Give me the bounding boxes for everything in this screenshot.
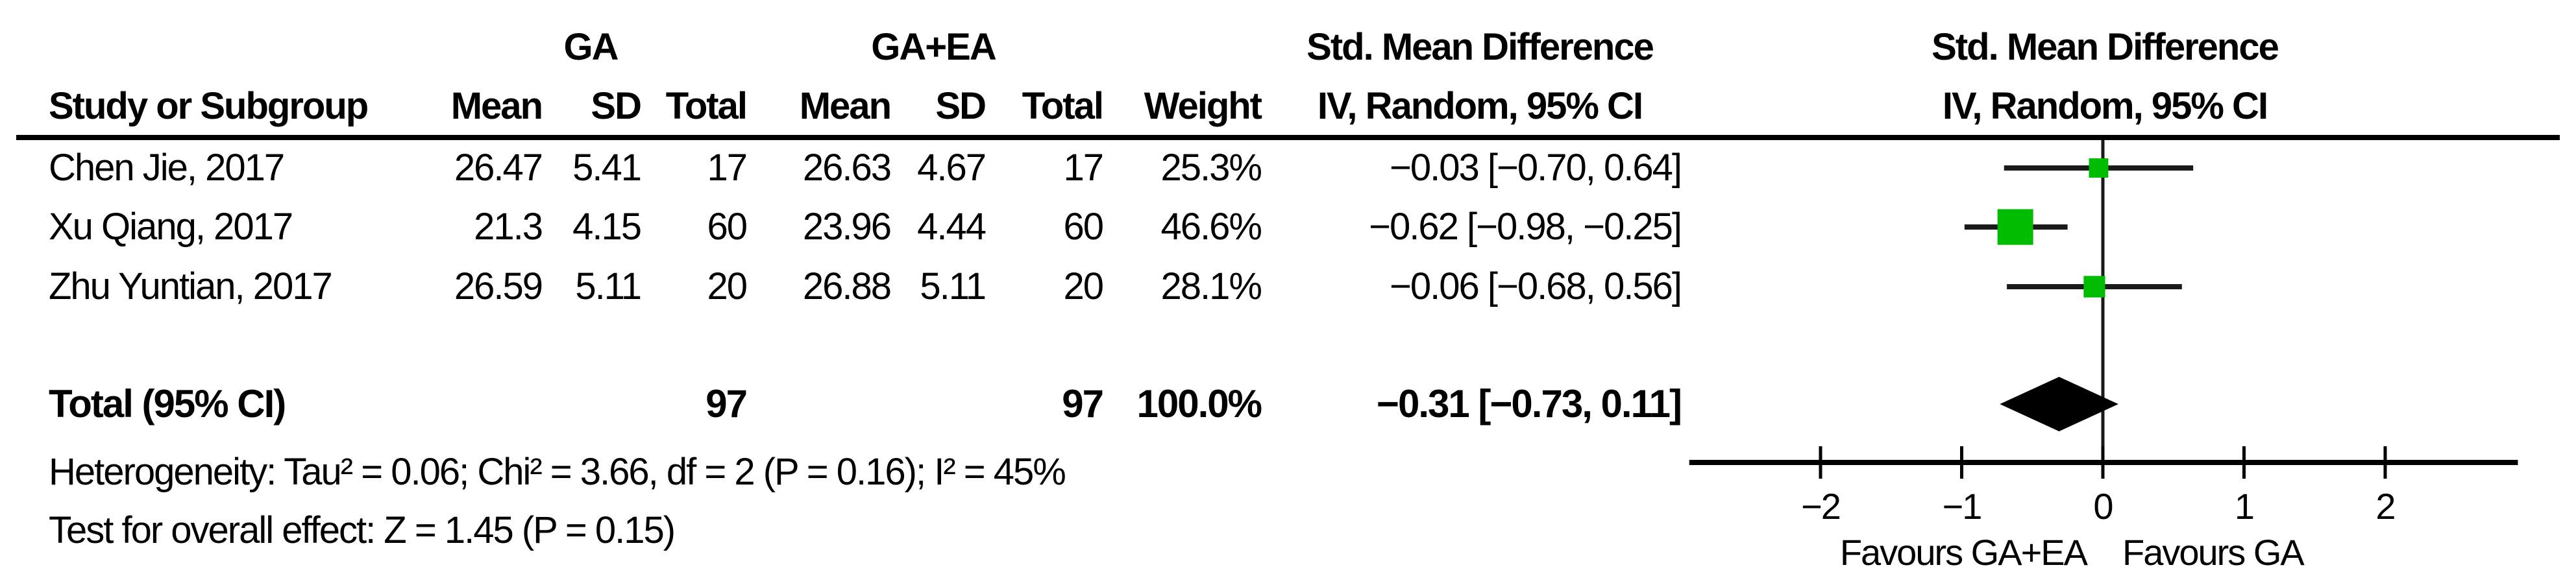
- col-header-iv-stat: IV, Random, 95% CI: [1317, 85, 1643, 127]
- column-header-row: Study or Subgroup Mean SD Total Mean SD …: [0, 77, 2576, 136]
- pooled-diamond: [2000, 377, 2118, 431]
- col-header-sd1: SD: [591, 85, 642, 127]
- weight-value: 46.6%: [1160, 206, 1262, 248]
- total1-value: 20: [707, 265, 747, 307]
- group-header-gaea: GA+EA: [871, 26, 996, 68]
- mean2-value: 26.63: [802, 147, 892, 189]
- sd1-value: 5.41: [572, 147, 642, 189]
- group-header-smd-stat: Std. Mean Difference: [1306, 26, 1654, 68]
- table-row: Chen Jie, 2017 26.47 5.41 17 26.63 4.67 …: [0, 138, 2576, 198]
- col-header-total1: Total: [665, 85, 748, 127]
- total-label: Total (95% CI): [49, 382, 286, 425]
- col-header-total2: Total: [1022, 85, 1104, 127]
- ci-text: −0.06 [−0.68, 0.56]: [1390, 265, 1682, 307]
- table-row: Xu Qiang, 2017 21.3 4.15 60 23.96 4.44 6…: [0, 197, 2576, 257]
- total-weight-value: 100.0%: [1136, 382, 1262, 425]
- total2-value: 20: [1063, 265, 1103, 307]
- sd1-value: 4.15: [572, 206, 642, 248]
- total-row: Total (95% CI) 97 97 100.0% −0.31 [−0.73…: [0, 374, 2576, 434]
- total-ci-text: −0.31 [−0.73, 0.11]: [1376, 382, 1682, 425]
- header-rule: [16, 135, 2560, 140]
- favours-right-label: Favours GA: [2122, 532, 2305, 573]
- sd1-value: 5.11: [575, 265, 642, 307]
- group-header-smd-plot: Std. Mean Difference: [1932, 26, 2279, 68]
- axis-tick-label: −2: [1801, 486, 1840, 527]
- total1-value: 17: [707, 147, 747, 189]
- heterogeneity-note: Heterogeneity: Tau² = 0.06; Chi² = 3.66,…: [49, 451, 1066, 493]
- total2-value: 60: [1063, 206, 1103, 248]
- col-header-iv-plot: IV, Random, 95% CI: [1942, 85, 2268, 127]
- ci-text: −0.03 [−0.70, 0.64]: [1390, 147, 1682, 189]
- group-header-row: GA GA+EA Std. Mean Difference Std. Mean …: [0, 18, 2576, 77]
- mean1-value: 26.47: [454, 147, 543, 189]
- axis-tick-label: 2: [2375, 486, 2394, 527]
- overall-effect-note: Test for overall effect: Z = 1.45 (P = 0…: [49, 509, 676, 551]
- col-header-mean2: Mean: [799, 85, 892, 127]
- total-total2-value: 97: [1062, 382, 1104, 425]
- group-header-ga: GA: [563, 26, 619, 68]
- study-label: Chen Jie, 2017: [49, 147, 285, 189]
- mean1-value: 21.3: [474, 206, 543, 248]
- weight-value: 25.3%: [1160, 147, 1262, 189]
- sd2-value: 5.11: [920, 265, 987, 307]
- mean2-value: 26.88: [802, 265, 892, 307]
- col-header-sd2: SD: [935, 85, 987, 127]
- col-header-study: Study or Subgroup: [49, 85, 369, 127]
- axis-tick-label: 1: [2235, 486, 2253, 527]
- sd2-value: 4.67: [917, 147, 987, 189]
- study-effect-square: [2089, 158, 2109, 178]
- col-header-mean1: Mean: [450, 85, 543, 127]
- col-header-weight: Weight: [1144, 85, 1262, 127]
- axis-tick-label: −1: [1943, 486, 1981, 527]
- mean1-value: 26.59: [454, 265, 543, 307]
- study-label: Xu Qiang, 2017: [49, 206, 293, 248]
- total-total1-value: 97: [705, 382, 748, 425]
- total1-value: 60: [707, 206, 747, 248]
- study-effect-square: [1997, 209, 2033, 245]
- weight-value: 28.1%: [1160, 265, 1262, 307]
- favours-left-label: Favours GA+EA: [1839, 532, 2088, 573]
- mean2-value: 23.96: [802, 206, 892, 248]
- study-effect-square: [2083, 276, 2105, 298]
- ci-text: −0.62 [−0.98, −0.25]: [1369, 206, 1682, 248]
- study-label: Zhu Yuntian, 2017: [49, 265, 333, 307]
- table-row: Zhu Yuntian, 2017 26.59 5.11 20 26.88 5.…: [0, 257, 2576, 317]
- sd2-value: 4.44: [917, 206, 987, 248]
- axis-tick-label: 0: [2093, 486, 2112, 527]
- total2-value: 17: [1063, 147, 1103, 189]
